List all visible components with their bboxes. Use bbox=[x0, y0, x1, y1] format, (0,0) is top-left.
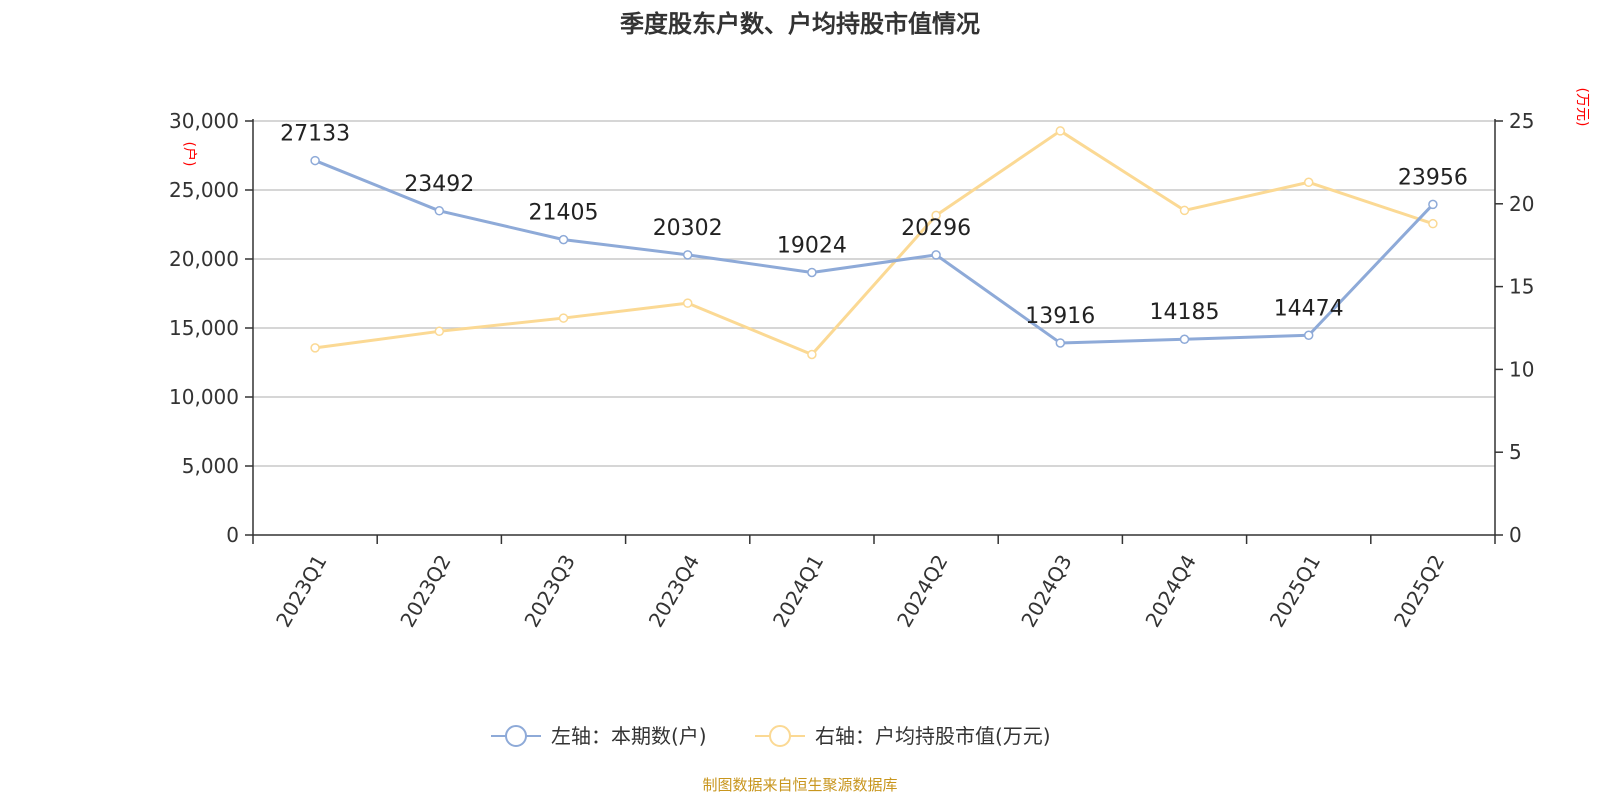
legend-label-right: 右轴：户均持股市值(万元) bbox=[815, 724, 1051, 748]
series-avg-holding-value bbox=[310, 126, 1438, 360]
left-tick-label: 10,000 bbox=[169, 385, 239, 409]
right-axis-unit: (万元) bbox=[1574, 88, 1590, 127]
legend-marker-left bbox=[505, 725, 527, 747]
data-point bbox=[807, 267, 817, 278]
legend-item-left-series[interactable]: 左轴：本期数(户) bbox=[491, 724, 707, 748]
legend-item-right-series[interactable]: 右轴：户均持股市值(万元) bbox=[755, 724, 1051, 748]
legend[interactable]: 左轴：本期数(户) 右轴：户均持股市值(万元) bbox=[491, 724, 1051, 748]
data-point bbox=[1428, 218, 1438, 229]
data-label: 19024 bbox=[777, 233, 847, 258]
series-layer: 27133 23492 21405 20302 19024 20296 13916 14185… bbox=[280, 122, 1468, 360]
x-tick-label: 2024Q2 bbox=[892, 551, 952, 632]
series-line bbox=[314, 159, 1434, 345]
x-tick-label: 2024Q1 bbox=[768, 551, 828, 632]
x-tick-label: 2025Q1 bbox=[1265, 551, 1325, 632]
x-tick-label: 2024Q3 bbox=[1016, 551, 1076, 632]
x-tick-label: 2023Q2 bbox=[395, 551, 455, 632]
left-tick-label: 0 bbox=[226, 523, 239, 547]
data-point bbox=[682, 298, 693, 308]
left-tick-label: 25,000 bbox=[169, 178, 239, 202]
data-label: 20302 bbox=[653, 216, 723, 241]
data-point bbox=[1055, 126, 1066, 136]
data-point bbox=[931, 250, 941, 260]
data-point bbox=[1179, 205, 1190, 216]
data-point bbox=[310, 155, 320, 166]
x-tick-label: 2023Q1 bbox=[271, 551, 331, 632]
x-tick-label: 2024Q4 bbox=[1140, 551, 1200, 632]
chart-title: 季度股东户数、户均持股市值情况 bbox=[620, 10, 980, 38]
source-note: 制图数据来自恒生聚源数据库 bbox=[702, 776, 897, 794]
data-point bbox=[1055, 338, 1066, 348]
right-tick-label: 10 bbox=[1509, 357, 1534, 381]
data-point bbox=[558, 234, 569, 245]
data-label: 14185 bbox=[1150, 300, 1220, 325]
series-households: 27133 23492 21405 20302 19024 20296 13916 14185… bbox=[280, 122, 1468, 348]
right-axis: 0 5 10 15 20 25 bbox=[1494, 109, 1534, 547]
data-label: 23956 bbox=[1398, 165, 1468, 190]
x-axis: 2023Q1 2023Q2 2023Q3 2023Q4 2024Q1 2024Q2 2024… bbox=[252, 534, 1496, 632]
legend-marker-right bbox=[769, 725, 791, 747]
x-tick-label: 2023Q3 bbox=[519, 551, 579, 632]
data-point bbox=[1428, 199, 1438, 210]
x-tick-label: 2023Q4 bbox=[644, 551, 704, 632]
right-tick-label: 5 bbox=[1509, 440, 1522, 464]
data-label: 21405 bbox=[529, 201, 599, 226]
left-tick-label: 5,000 bbox=[182, 454, 239, 478]
right-tick-label: 15 bbox=[1509, 275, 1534, 299]
data-point bbox=[931, 210, 941, 221]
left-tick-label: 15,000 bbox=[169, 316, 239, 340]
data-label: 14474 bbox=[1274, 296, 1344, 321]
right-tick-label: 25 bbox=[1509, 109, 1534, 133]
data-label: 23492 bbox=[404, 172, 474, 197]
left-tick-label: 20,000 bbox=[169, 247, 239, 271]
x-tick-label: 2025Q2 bbox=[1389, 551, 1449, 632]
left-axis-unit: (户) bbox=[181, 142, 198, 167]
data-point bbox=[1303, 330, 1314, 341]
data-label: 13916 bbox=[1025, 304, 1095, 329]
left-tick-label: 30,000 bbox=[169, 109, 239, 133]
data-point bbox=[682, 250, 693, 260]
legend-label-left: 左轴：本期数(户) bbox=[551, 724, 707, 748]
data-point bbox=[1303, 177, 1314, 188]
data-label: 20296 bbox=[901, 216, 971, 241]
data-point bbox=[558, 313, 569, 323]
right-tick-label: 20 bbox=[1509, 192, 1534, 216]
data-point bbox=[434, 206, 445, 216]
left-axis: 0 5,000 10,000 15,000 20,000 25,000 30,000 bbox=[169, 109, 254, 547]
data-point bbox=[807, 349, 817, 360]
right-tick-label: 0 bbox=[1509, 523, 1522, 547]
data-point bbox=[1179, 334, 1190, 344]
data-point bbox=[310, 343, 320, 353]
data-label: 27133 bbox=[280, 122, 350, 147]
data-point bbox=[434, 326, 445, 337]
series-line bbox=[314, 129, 1434, 356]
